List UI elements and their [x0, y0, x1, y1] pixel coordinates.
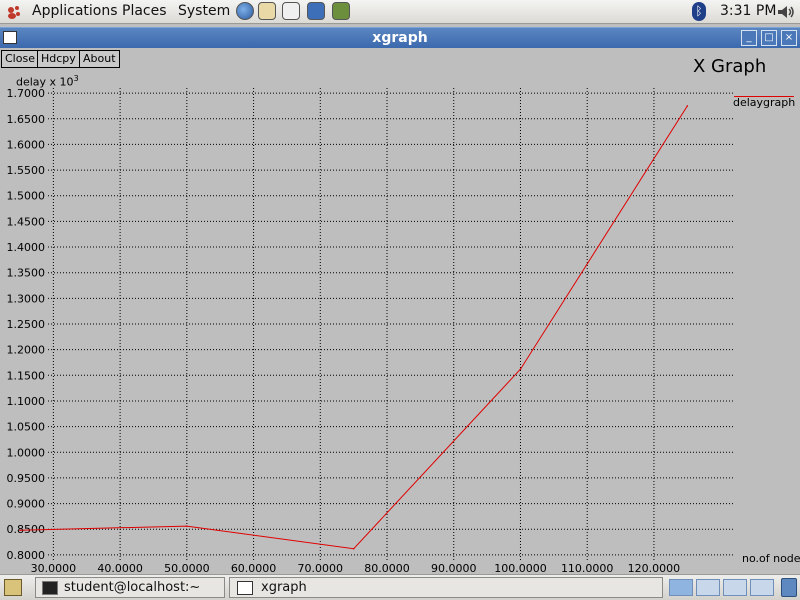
y-tick-label: 0.9500: [7, 472, 46, 485]
task-terminal-label: student@localhost:~: [64, 580, 201, 595]
x-tick-label: 80.0000: [364, 562, 410, 574]
x-tick-label: 100.0000: [494, 562, 547, 574]
xgraph-client: Close Hdcpy About X Graph delay x 103 no…: [0, 48, 800, 574]
y-axis-label-base: delay x 10: [16, 75, 74, 89]
y-axis-label: delay x 103: [16, 74, 79, 89]
clock[interactable]: 3:31 PM: [720, 3, 777, 19]
y-tick-label: 1.5000: [7, 190, 46, 203]
x-tick-label: 60.0000: [231, 562, 277, 574]
data-point: [352, 547, 355, 550]
hdcpy-button[interactable]: Hdcpy: [37, 50, 80, 68]
y-tick-label: 1.1500: [7, 369, 46, 382]
x-tick-label: 50.0000: [164, 562, 210, 574]
window-menu-icon[interactable]: [3, 31, 17, 44]
y-tick-label: 1.3500: [7, 267, 46, 280]
text-editor-icon[interactable]: [282, 2, 300, 20]
window-icon: [237, 580, 253, 595]
browser-icon[interactable]: [236, 2, 254, 20]
gnome-foot-icon[interactable]: [6, 4, 22, 20]
task-terminal[interactable]: student@localhost:~: [35, 577, 225, 598]
y-tick-label: 1.2000: [7, 344, 46, 357]
x-tick-label: 40.0000: [97, 562, 143, 574]
top-panel: Applications Places System ᛒ 3:31 PM: [0, 0, 800, 24]
x-tick-label: 30.0000: [31, 562, 77, 574]
graph-title: X Graph: [693, 56, 767, 77]
y-tick-label: 1.4500: [7, 215, 46, 228]
about-button[interactable]: About: [79, 50, 120, 68]
delay-chart: 0.80000.85000.90000.95001.00001.05001.10…: [7, 87, 734, 574]
x-tick-label: 90.0000: [431, 562, 477, 574]
minimize-button[interactable]: _: [741, 30, 757, 46]
workspace-1[interactable]: [669, 579, 693, 596]
y-tick-label: 1.6000: [7, 138, 46, 151]
volume-icon[interactable]: [776, 3, 796, 21]
task-xgraph[interactable]: xgraph: [229, 577, 663, 598]
y-tick-label: 0.8000: [7, 549, 46, 562]
x-tick-label: 110.0000: [561, 562, 614, 574]
y-tick-label: 1.4000: [7, 241, 46, 254]
workspace-2[interactable]: [696, 579, 720, 596]
data-point: [686, 105, 689, 107]
close-window-button[interactable]: ×: [781, 30, 797, 46]
legend-label: delaygraph: [733, 96, 796, 109]
y-tick-label: 1.0500: [7, 421, 46, 434]
y-tick-label: 1.7000: [7, 87, 46, 100]
trash-icon[interactable]: [781, 578, 797, 597]
mail-icon[interactable]: [258, 2, 276, 20]
x-tick-label: 120.0000: [628, 562, 681, 574]
y-tick-label: 1.2500: [7, 318, 46, 331]
show-desktop-icon[interactable]: [4, 579, 22, 596]
workspace-3[interactable]: [723, 579, 747, 596]
task-xgraph-label: xgraph: [261, 580, 307, 595]
y-tick-label: 1.0000: [7, 446, 46, 459]
y-axis-label-exponent: 3: [73, 74, 79, 83]
y-tick-label: 0.9000: [7, 498, 46, 511]
data-point: [519, 368, 522, 370]
window-titlebar[interactable]: xgraph _ □ ×: [0, 27, 800, 48]
maximize-button[interactable]: □: [761, 30, 777, 46]
y-tick-label: 1.1000: [7, 395, 46, 408]
legend-line: [734, 96, 794, 97]
data-point: [186, 525, 188, 527]
y-tick-label: 1.6500: [7, 113, 46, 126]
desktop-icon[interactable]: [307, 2, 325, 20]
y-tick-label: 1.3000: [7, 292, 46, 305]
data-point: [19, 529, 21, 532]
workspace-4[interactable]: [750, 579, 774, 596]
bluetooth-icon[interactable]: ᛒ: [692, 2, 706, 21]
bottom-panel: student@localhost:~ xgraph: [0, 574, 800, 600]
y-tick-label: 1.5500: [7, 164, 46, 177]
window-title: xgraph: [372, 30, 428, 46]
x-axis-label: no.of nodes: [742, 552, 800, 565]
education-icon[interactable]: [332, 2, 350, 20]
menu-applications[interactable]: Applications: [32, 3, 118, 19]
menu-system[interactable]: System: [178, 3, 231, 19]
terminal-icon: [42, 580, 58, 595]
menu-places[interactable]: Places: [122, 3, 167, 19]
x-tick-label: 70.0000: [298, 562, 344, 574]
